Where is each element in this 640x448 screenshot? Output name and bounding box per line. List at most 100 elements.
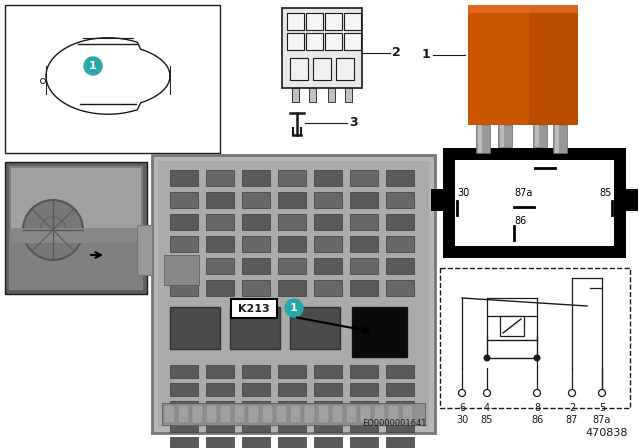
Text: 2: 2 <box>569 403 575 413</box>
Bar <box>206 258 234 274</box>
Text: K213: K213 <box>238 303 270 314</box>
Bar <box>242 401 270 414</box>
Bar <box>278 365 306 378</box>
Bar <box>402 405 413 423</box>
Circle shape <box>40 217 66 243</box>
Bar <box>278 170 306 186</box>
Bar <box>242 214 270 230</box>
Bar <box>350 258 378 274</box>
Bar <box>170 419 198 432</box>
Bar <box>314 419 342 432</box>
Bar <box>468 5 578 125</box>
Bar <box>388 405 399 423</box>
Bar <box>533 125 547 147</box>
Bar <box>206 192 234 208</box>
Text: 86: 86 <box>531 415 543 425</box>
Text: 87: 87 <box>539 152 551 162</box>
Bar <box>455 160 614 246</box>
Bar <box>350 280 378 296</box>
Text: 87a: 87a <box>515 188 533 198</box>
Bar <box>478 125 482 153</box>
Bar <box>278 258 306 274</box>
Bar <box>350 401 378 414</box>
Bar <box>314 280 342 296</box>
Bar <box>170 280 198 296</box>
Bar <box>290 405 301 423</box>
Bar <box>314 437 342 448</box>
Bar <box>170 170 198 186</box>
Bar <box>350 383 378 396</box>
Text: 470838: 470838 <box>586 428 628 438</box>
Bar <box>313 58 331 80</box>
Bar <box>386 365 414 378</box>
Bar <box>346 405 357 423</box>
Bar <box>386 236 414 252</box>
Bar <box>328 88 335 102</box>
Bar <box>344 33 361 50</box>
Bar <box>487 340 537 358</box>
Bar <box>386 401 414 414</box>
Bar <box>206 401 234 414</box>
Bar <box>386 214 414 230</box>
Bar <box>287 13 304 30</box>
Bar <box>278 280 306 296</box>
Text: 87a: 87a <box>593 415 611 425</box>
Bar <box>248 405 259 423</box>
Bar <box>137 225 152 275</box>
Bar <box>386 437 414 448</box>
Bar <box>318 405 329 423</box>
Bar <box>344 13 361 30</box>
Bar <box>386 192 414 208</box>
Circle shape <box>458 389 465 396</box>
Text: 2: 2 <box>392 47 401 60</box>
Bar <box>242 383 270 396</box>
Bar <box>164 405 175 423</box>
Bar <box>290 58 308 80</box>
Bar <box>500 316 524 336</box>
Bar <box>230 307 280 349</box>
Bar <box>350 419 378 432</box>
Bar <box>535 125 539 147</box>
Bar <box>314 383 342 396</box>
Bar <box>206 236 234 252</box>
Bar <box>278 401 306 414</box>
Bar <box>11 168 141 234</box>
Bar <box>170 214 198 230</box>
Bar <box>278 383 306 396</box>
Bar <box>500 125 504 147</box>
Bar <box>242 170 270 186</box>
Bar <box>345 88 352 102</box>
Bar <box>314 192 342 208</box>
Text: 6: 6 <box>459 403 465 413</box>
Bar <box>206 419 234 432</box>
Bar <box>170 437 198 448</box>
Bar <box>314 236 342 252</box>
Bar <box>206 280 234 296</box>
Text: 85: 85 <box>481 415 493 425</box>
FancyBboxPatch shape <box>231 299 277 318</box>
Text: 8: 8 <box>534 403 540 413</box>
Bar <box>350 437 378 448</box>
Bar <box>386 419 414 432</box>
Text: 87: 87 <box>566 415 578 425</box>
Bar <box>431 189 443 211</box>
Bar <box>325 33 342 50</box>
Text: 1: 1 <box>290 303 298 313</box>
Bar <box>262 405 273 423</box>
Bar <box>278 437 306 448</box>
Bar <box>170 236 198 252</box>
Circle shape <box>534 355 540 361</box>
Bar <box>234 405 245 423</box>
Bar <box>314 214 342 230</box>
Bar <box>476 125 490 153</box>
Text: 30: 30 <box>457 188 469 198</box>
Bar <box>314 365 342 378</box>
Bar <box>242 280 270 296</box>
Bar <box>350 192 378 208</box>
Bar <box>350 236 378 252</box>
Circle shape <box>568 389 575 396</box>
Bar <box>206 365 234 378</box>
Bar <box>443 148 626 258</box>
Bar <box>350 214 378 230</box>
Text: 86: 86 <box>514 216 526 226</box>
